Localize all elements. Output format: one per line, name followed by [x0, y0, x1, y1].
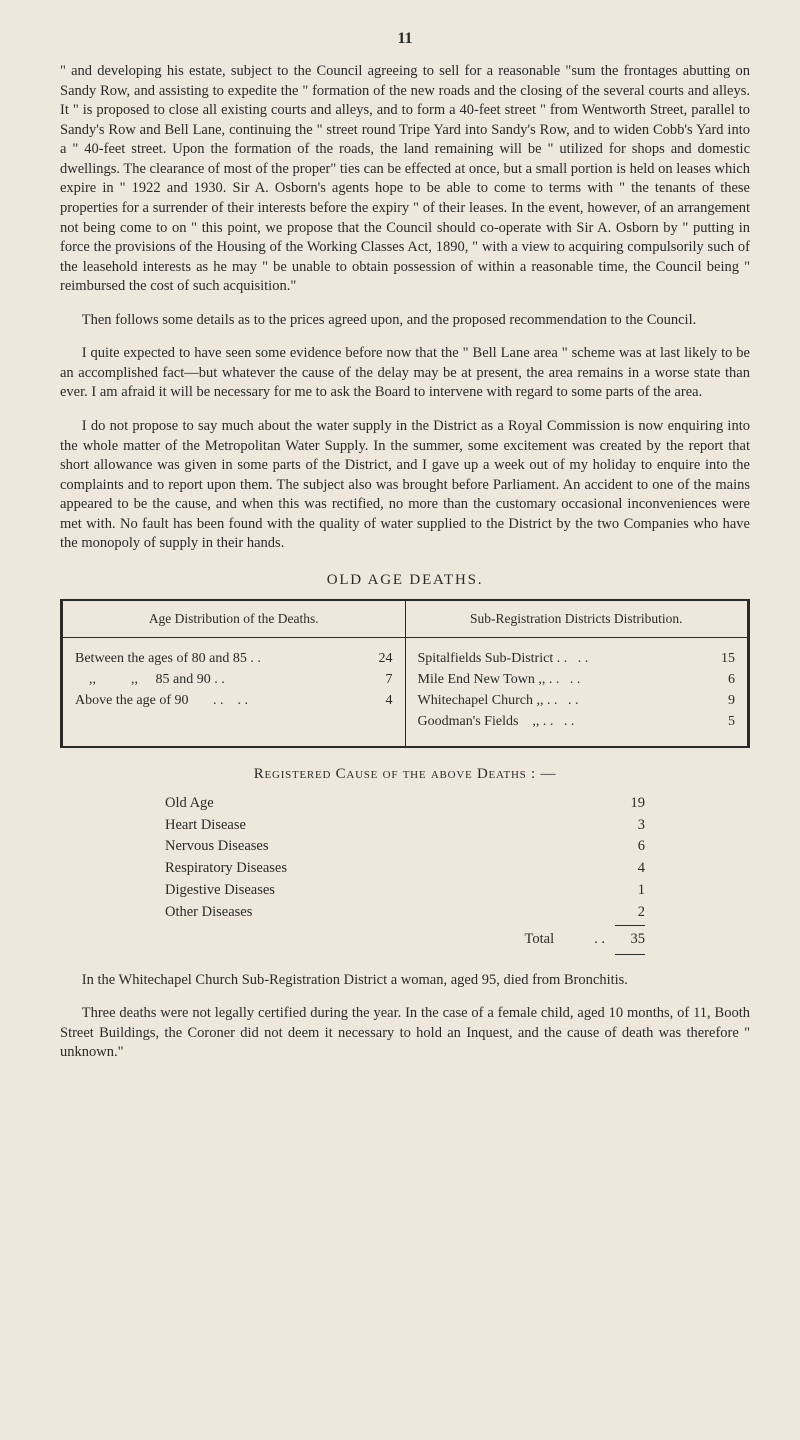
cause-value: 19	[605, 793, 645, 815]
cause-total-label: Total	[525, 928, 555, 951]
page-number: 11	[60, 30, 750, 48]
table-left-header: Age Distribution of the Deaths.	[63, 601, 405, 638]
table-right-body: Spitalfields Sub-District . . . . 15 Mil…	[406, 638, 748, 746]
table-row: Spitalfields Sub-District . . . . 15	[418, 648, 736, 669]
cause-row: Digestive Diseases 1	[165, 880, 645, 902]
old-age-deaths-title: OLD AGE DEATHS.	[60, 572, 750, 589]
table-cell-label: Goodman's Fields ,, . . . .	[418, 711, 706, 732]
cause-total-dots: . .	[594, 928, 605, 951]
cause-row: Respiratory Diseases 4	[165, 858, 645, 880]
cause-row: Heart Disease 3	[165, 815, 645, 837]
cause-list: Old Age 19 Heart Disease 3 Nervous Disea…	[165, 793, 645, 955]
age-distribution-table: Age Distribution of the Deaths. Between …	[60, 599, 750, 748]
cause-total-value: 35	[605, 928, 645, 951]
table-cell-value: 7	[363, 669, 393, 690]
document-page: 11 " and developing his estate, subject …	[0, 0, 800, 1440]
cause-value: 2	[605, 902, 645, 924]
total-rule-bottom	[615, 954, 645, 955]
table-cell-label: Mile End New Town ,, . . . .	[418, 669, 706, 690]
table-cell-value: 24	[363, 648, 393, 669]
table-row: Above the age of 90 . . . . 4	[75, 690, 393, 711]
cause-label: Respiratory Diseases	[165, 858, 605, 880]
table-cell-label: Between the ages of 80 and 85 . .	[75, 648, 363, 669]
table-cell-label: ,, ,, 85 and 90 . .	[75, 669, 363, 690]
table-row: ,, ,, 85 and 90 . . 7	[75, 669, 393, 690]
paragraph-2: Then follows some details as to the pric…	[60, 311, 750, 331]
table-row: Mile End New Town ,, . . . . 6	[418, 669, 736, 690]
cause-value: 3	[605, 815, 645, 837]
cause-label: Digestive Diseases	[165, 880, 605, 902]
cause-label: Old Age	[165, 793, 605, 815]
table-cell-value: 5	[705, 711, 735, 732]
registered-cause-title: Registered Cause of the above Deaths : —	[60, 766, 750, 783]
cause-label: Other Diseases	[165, 902, 605, 924]
cause-row: Nervous Diseases 6	[165, 836, 645, 858]
paragraph-3: I quite expected to have seen some evide…	[60, 344, 750, 403]
table-cell-label: Spitalfields Sub-District . . . .	[418, 648, 706, 669]
table-right-column: Sub-Registration Districts Distribution.…	[406, 601, 748, 746]
table-right-header: Sub-Registration Districts Distribution.	[406, 601, 748, 638]
paragraph-5: In the Whitechapel Church Sub-Registrati…	[60, 971, 750, 991]
table-row: Between the ages of 80 and 85 . . 24	[75, 648, 393, 669]
table-cell-value: 4	[363, 690, 393, 711]
table-row: Whitechapel Church ,, . . . . 9	[418, 690, 736, 711]
table-cell-label: Whitechapel Church ,, . . . .	[418, 690, 706, 711]
table-cell-value: 15	[705, 648, 735, 669]
table-left-body: Between the ages of 80 and 85 . . 24 ,, …	[63, 638, 405, 725]
cause-label: Nervous Diseases	[165, 836, 605, 858]
total-rule-top	[615, 925, 645, 926]
cause-row: Other Diseases 2	[165, 902, 645, 924]
cause-total-row: Total . . 35	[165, 928, 645, 951]
paragraph-6: Three deaths were not legally certified …	[60, 1004, 750, 1063]
cause-label: Heart Disease	[165, 815, 605, 837]
table-cell-value: 9	[705, 690, 735, 711]
table-row: Goodman's Fields ,, . . . . 5	[418, 711, 736, 732]
cause-row: Old Age 19	[165, 793, 645, 815]
cause-value: 1	[605, 880, 645, 902]
table-cell-value: 6	[705, 669, 735, 690]
paragraph-1: " and developing his estate, subject to …	[60, 62, 750, 297]
table-cell-label: Above the age of 90 . . . .	[75, 690, 363, 711]
cause-value: 6	[605, 836, 645, 858]
table-left-column: Age Distribution of the Deaths. Between …	[63, 601, 406, 746]
cause-value: 4	[605, 858, 645, 880]
paragraph-4: I do not propose to say much about the w…	[60, 417, 750, 554]
